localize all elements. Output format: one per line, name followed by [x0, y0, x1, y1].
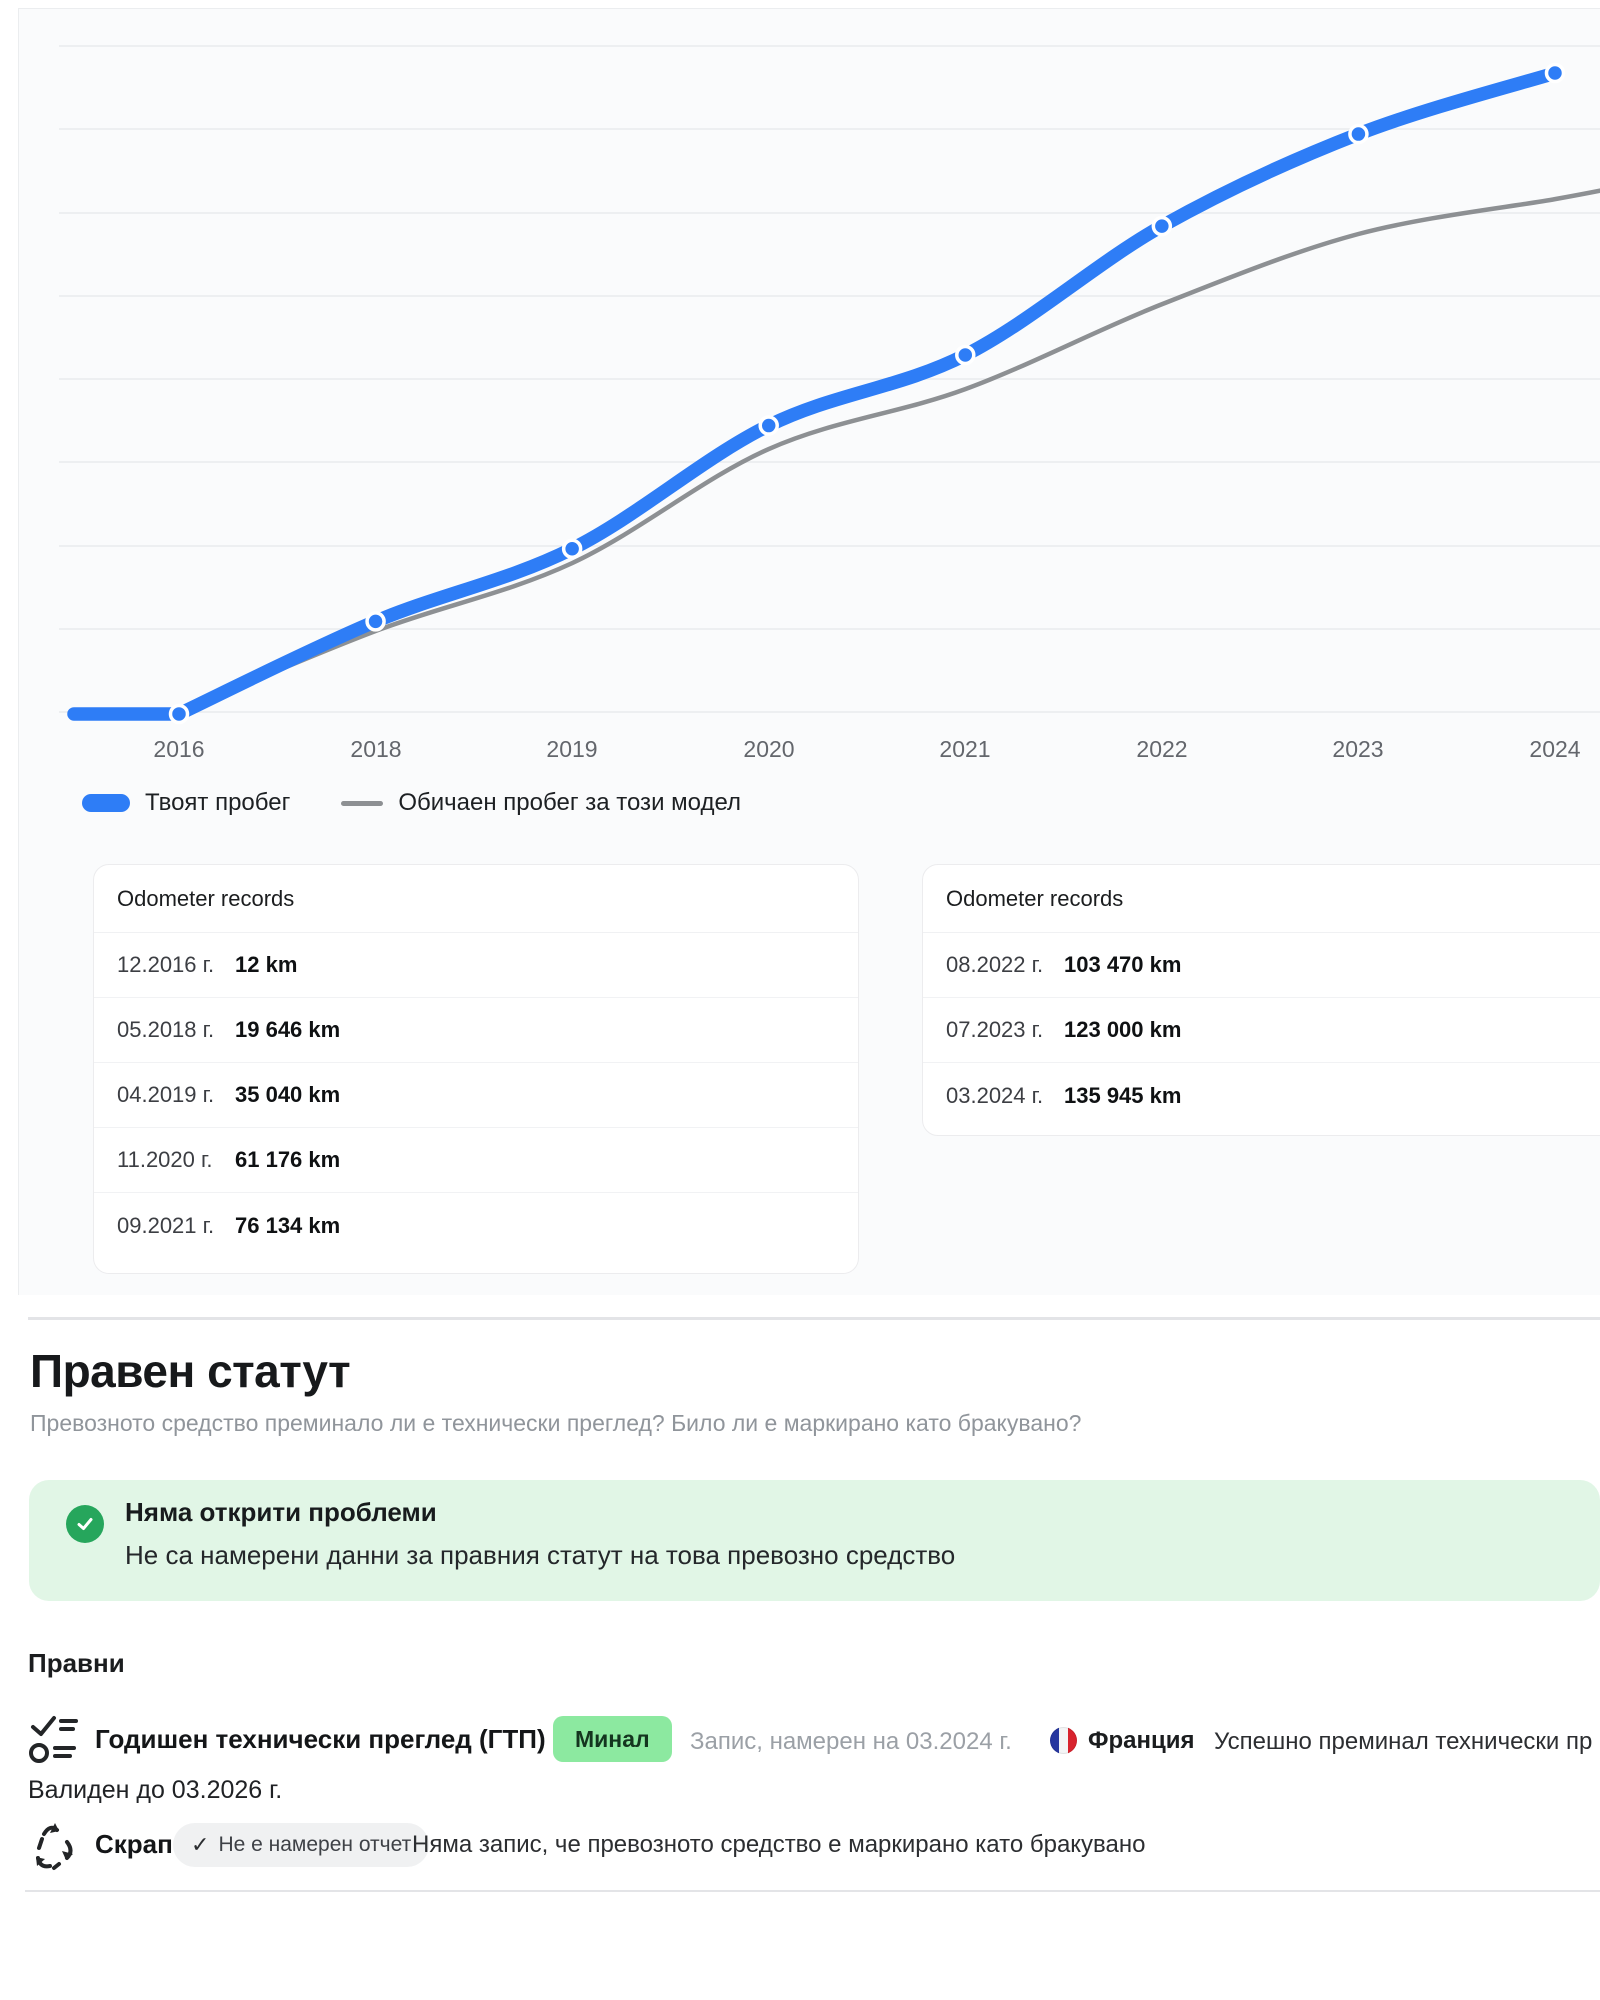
odometer-card-2: Odometer records 08.2022 г. 103 470 km 0…	[922, 864, 1600, 1136]
odometer-value: 61 176 km	[235, 1147, 341, 1172]
section-divider	[28, 1317, 1600, 1320]
odometer-value: 19 646 km	[235, 1017, 341, 1042]
check-circle-icon	[66, 1505, 104, 1543]
odometer-date: 09.2021 г.	[117, 1212, 215, 1238]
x-tick-2018: 2018	[350, 736, 402, 762]
x-tick-2016: 2016	[153, 736, 205, 762]
x-tick-2022: 2022	[1136, 736, 1188, 762]
odometer-row: 11.2020 г. 61 176 km	[94, 1128, 858, 1193]
chart-point[interactable]	[955, 344, 976, 366]
inspection-country: Франция	[1088, 1727, 1195, 1754]
odometer-value: 12 km	[235, 952, 298, 977]
inspection-title: Годишен технически преглед (ГТП)	[95, 1724, 546, 1754]
odometer-value: 103 470 km	[1064, 952, 1182, 977]
legend-usual-mileage-label: Обичаен пробег за този модел	[398, 789, 742, 816]
mileage-chart[interactable]	[59, 9, 1600, 779]
odometer-row: 04.2019 г. 35 040 km	[94, 1063, 858, 1128]
mileage-section: 2016 2018 2019 2020 2021 2022 2023 2024 …	[18, 8, 1600, 1295]
inspection-valid-until: Валиден до 03.2026 г.	[28, 1776, 283, 1804]
odometer-date: 08.2022 г.	[946, 952, 1044, 977]
odometer-row: 12.2016 г. 12 km	[94, 933, 858, 998]
scrap-badge-label: Не е намерен отчет	[218, 1833, 412, 1856]
scrap-text: Няма запис, че превозното средство е мар…	[412, 1831, 1146, 1858]
legend-your-mileage-label: Твоят пробег	[145, 789, 291, 816]
check-icon: ✓	[191, 1832, 210, 1857]
your-mileage-line	[67, 66, 1562, 721]
odometer-date: 07.2023 г.	[946, 1017, 1044, 1042]
odometer-date: 03.2024 г.	[946, 1082, 1044, 1108]
france-flag-icon	[1050, 1727, 1077, 1754]
odometer-date: 04.2019 г.	[117, 1082, 215, 1107]
x-tick-2023: 2023	[1332, 736, 1384, 762]
x-tick-2019: 2019	[546, 736, 598, 762]
inspection-checklist-icon	[28, 1712, 80, 1771]
legend-your-mileage-swatch	[82, 794, 130, 812]
alert-body: Не са намерени данни за правния статут н…	[125, 1540, 956, 1570]
chart-point[interactable]	[365, 611, 386, 632]
odometer-value: 76 134 km	[235, 1212, 341, 1238]
x-tick-2024: 2024	[1529, 736, 1581, 762]
legend-usual-mileage-swatch	[341, 800, 384, 806]
scrap-title: Скрап	[95, 1829, 173, 1859]
chart-point[interactable]	[168, 703, 190, 725]
x-tick-2020: 2020	[743, 736, 795, 762]
odometer-card-title: Odometer records	[94, 865, 858, 933]
legal-status-heading: Правен статут	[30, 1345, 351, 1397]
alert-title: Няма открити проблеми	[125, 1497, 437, 1527]
chart-point[interactable]	[1348, 123, 1369, 145]
legal-subheading: Правни	[28, 1648, 125, 1678]
odometer-value: 123 000 km	[1064, 1017, 1182, 1042]
odometer-row: 07.2023 г. 123 000 km	[923, 998, 1600, 1063]
odometer-row: 05.2018 г. 19 646 km	[94, 998, 858, 1063]
odometer-date: 11.2020 г.	[117, 1147, 213, 1172]
odometer-value: 35 040 km	[235, 1082, 341, 1107]
chart-point[interactable]	[1151, 215, 1173, 237]
no-problems-alert: Няма открити проблеми Не са намерени дан…	[29, 1480, 1600, 1601]
inspection-status-badge: Минал	[553, 1716, 672, 1762]
chart-legend: Твоят пробег Обичаен пробег за този моде…	[82, 789, 741, 817]
inspection-record-text: Запис, намерен на 03.2024 г.	[690, 1728, 1012, 1755]
chart-point[interactable]	[758, 415, 779, 436]
legal-status-subtitle: Превозното средство преминало ли е техни…	[30, 1410, 1082, 1436]
odometer-card-title: Odometer records	[923, 865, 1600, 933]
odometer-row: 08.2022 г. 103 470 km	[923, 933, 1600, 998]
scrap-recycle-icon	[26, 1818, 82, 1883]
odometer-row: 03.2024 г. 135 945 km	[923, 1063, 1600, 1128]
odometer-date: 05.2018 г.	[117, 1017, 215, 1042]
odometer-value: 135 945 km	[1064, 1082, 1182, 1108]
usual-mileage-line	[176, 188, 1600, 715]
chart-point[interactable]	[561, 538, 583, 560]
chart-point[interactable]	[1544, 62, 1566, 84]
inspection-result-text: Успешно преминал технически пр	[1214, 1728, 1593, 1755]
odometer-row: 09.2021 г. 76 134 km	[94, 1193, 858, 1258]
bottom-divider	[25, 1890, 1600, 1892]
odometer-date: 12.2016 г.	[117, 952, 215, 977]
x-tick-2021: 2021	[939, 736, 991, 762]
odometer-card-1: Odometer records 12.2016 г. 12 km 05.201…	[93, 864, 859, 1274]
scrap-status-badge: ✓ Не е намерен отчет	[173, 1823, 430, 1867]
